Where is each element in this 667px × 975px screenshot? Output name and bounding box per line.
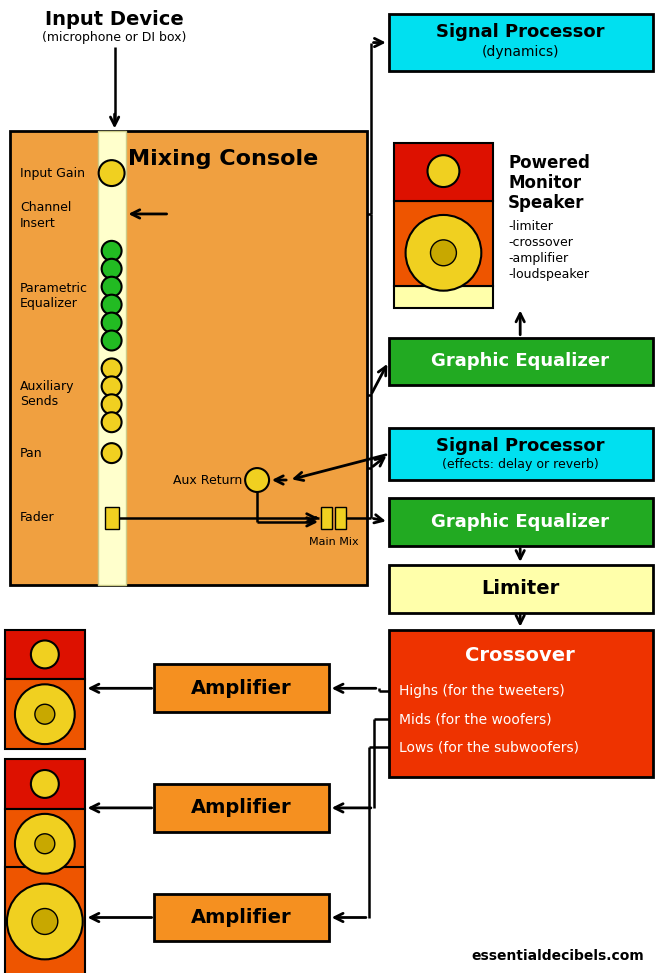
Text: Mids (for the woofers): Mids (for the woofers): [399, 712, 551, 726]
Text: Auxiliary: Auxiliary: [20, 380, 75, 393]
Text: Fader: Fader: [20, 512, 55, 525]
Text: Crossover: Crossover: [466, 645, 575, 665]
Bar: [5, 867, 85, 975]
Text: Mixing Console: Mixing Console: [128, 149, 318, 169]
Circle shape: [101, 331, 121, 350]
Bar: [321, 507, 332, 528]
Circle shape: [31, 770, 59, 798]
Bar: [389, 630, 653, 777]
Bar: [155, 664, 329, 712]
Text: Lows (for the subwoofers): Lows (for the subwoofers): [399, 740, 578, 754]
Text: (effects: delay or reverb): (effects: delay or reverb): [442, 457, 598, 471]
Bar: [5, 680, 85, 749]
Circle shape: [101, 376, 121, 396]
Bar: [155, 893, 329, 942]
Bar: [97, 132, 125, 585]
Circle shape: [7, 883, 83, 959]
Text: Aux Return: Aux Return: [173, 474, 242, 487]
Text: Amplifier: Amplifier: [191, 908, 291, 927]
Text: Powered: Powered: [508, 154, 590, 173]
Circle shape: [101, 258, 121, 279]
Bar: [389, 14, 653, 71]
Text: -limiter: -limiter: [508, 220, 553, 233]
Text: Graphic Equalizer: Graphic Equalizer: [431, 513, 609, 530]
Text: Equalizer: Equalizer: [20, 297, 78, 310]
Circle shape: [430, 240, 456, 266]
Circle shape: [15, 814, 75, 874]
Text: Limiter: Limiter: [481, 579, 560, 598]
Circle shape: [101, 313, 121, 332]
Circle shape: [101, 359, 121, 378]
Text: Insert: Insert: [20, 217, 55, 230]
Bar: [155, 784, 329, 832]
Text: -crossover: -crossover: [508, 236, 573, 250]
Bar: [5, 630, 85, 680]
Text: Amplifier: Amplifier: [191, 799, 291, 817]
Text: Channel: Channel: [20, 202, 71, 214]
Text: Amplifier: Amplifier: [191, 679, 291, 698]
Circle shape: [32, 909, 58, 934]
Circle shape: [101, 241, 121, 260]
Text: Monitor: Monitor: [508, 175, 582, 192]
Text: Highs (for the tweeters): Highs (for the tweeters): [399, 684, 564, 698]
Text: Sends: Sends: [20, 395, 58, 408]
Text: -amplifier: -amplifier: [508, 253, 568, 265]
Circle shape: [35, 834, 55, 854]
Circle shape: [245, 468, 269, 492]
Bar: [389, 337, 653, 385]
Text: Graphic Equalizer: Graphic Equalizer: [431, 352, 609, 370]
Text: (dynamics): (dynamics): [482, 45, 559, 58]
Bar: [389, 565, 653, 612]
Text: Signal Processor: Signal Processor: [436, 22, 604, 41]
Circle shape: [15, 684, 75, 744]
Circle shape: [428, 155, 460, 187]
Text: Signal Processor: Signal Processor: [436, 437, 604, 455]
Bar: [394, 286, 494, 308]
Circle shape: [31, 641, 59, 669]
Text: Input Device: Input Device: [45, 10, 184, 29]
Text: Speaker: Speaker: [508, 194, 585, 212]
Bar: [389, 498, 653, 546]
Text: essentialdecibels.com: essentialdecibels.com: [472, 950, 644, 963]
Circle shape: [101, 394, 121, 414]
Text: Main Mix: Main Mix: [309, 537, 359, 547]
Circle shape: [101, 412, 121, 432]
Text: Parametric: Parametric: [20, 282, 88, 295]
Bar: [389, 428, 653, 480]
Circle shape: [35, 704, 55, 724]
Bar: [335, 507, 346, 528]
Bar: [5, 809, 85, 878]
Text: (microphone or DI box): (microphone or DI box): [43, 31, 187, 44]
Bar: [394, 143, 494, 201]
Text: Pan: Pan: [20, 447, 43, 459]
Circle shape: [406, 214, 482, 291]
Bar: [5, 760, 85, 809]
Bar: [10, 132, 367, 585]
Bar: [394, 201, 494, 286]
Bar: [105, 507, 119, 528]
Circle shape: [99, 160, 125, 186]
Circle shape: [101, 294, 121, 315]
Circle shape: [101, 444, 121, 463]
Text: Input Gain: Input Gain: [20, 167, 85, 179]
Circle shape: [101, 277, 121, 296]
Text: -loudspeaker: -loudspeaker: [508, 268, 589, 281]
